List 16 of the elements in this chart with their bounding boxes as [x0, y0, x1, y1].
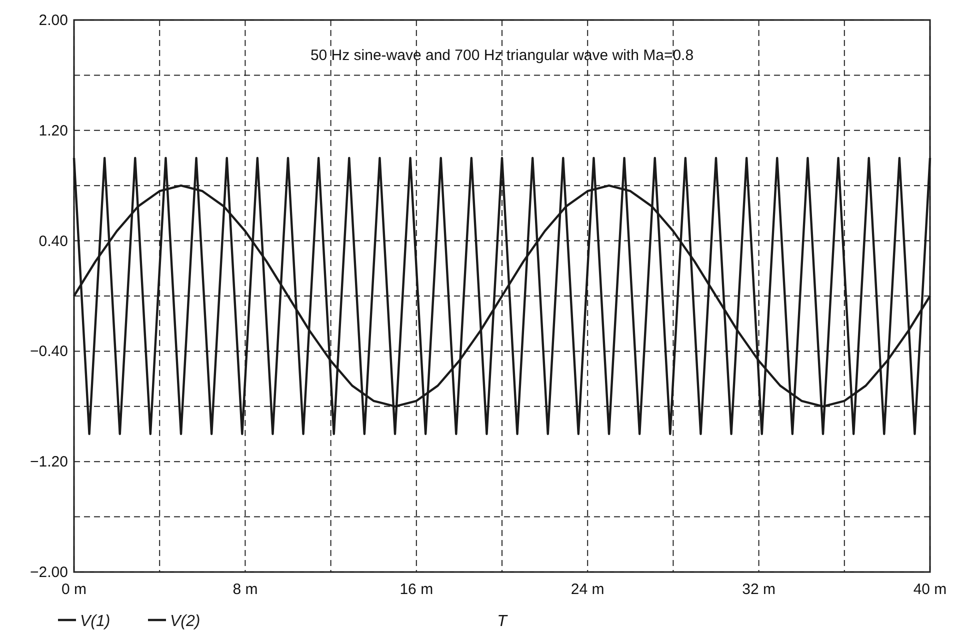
x-tick-label: 32 m: [742, 581, 776, 598]
y-tick-label: 1.20: [38, 122, 68, 140]
x-tick-label: 8 m: [232, 581, 258, 598]
x-axis-title: T: [497, 613, 508, 630]
y-tick-label: −2.00: [30, 564, 68, 581]
text: 50 Hz sine-wave and 700 Hz triangular wave with Ma=0.8: [310, 47, 694, 64]
y-tick-label: 2.00: [38, 12, 68, 29]
x-tick-label: 16 m: [400, 581, 434, 598]
x-tick-label: 40 m: [913, 581, 947, 598]
y-tick-label: 0.40: [38, 232, 68, 250]
legend-label: V(2): [170, 613, 200, 630]
y-tick-label: −1.20: [30, 454, 68, 471]
x-tick-label: 0 m: [61, 581, 87, 598]
legend-label: V(1): [80, 613, 110, 630]
x-tick-label: 24 m: [570, 581, 604, 598]
y-tick-label: −0.40: [30, 343, 68, 360]
